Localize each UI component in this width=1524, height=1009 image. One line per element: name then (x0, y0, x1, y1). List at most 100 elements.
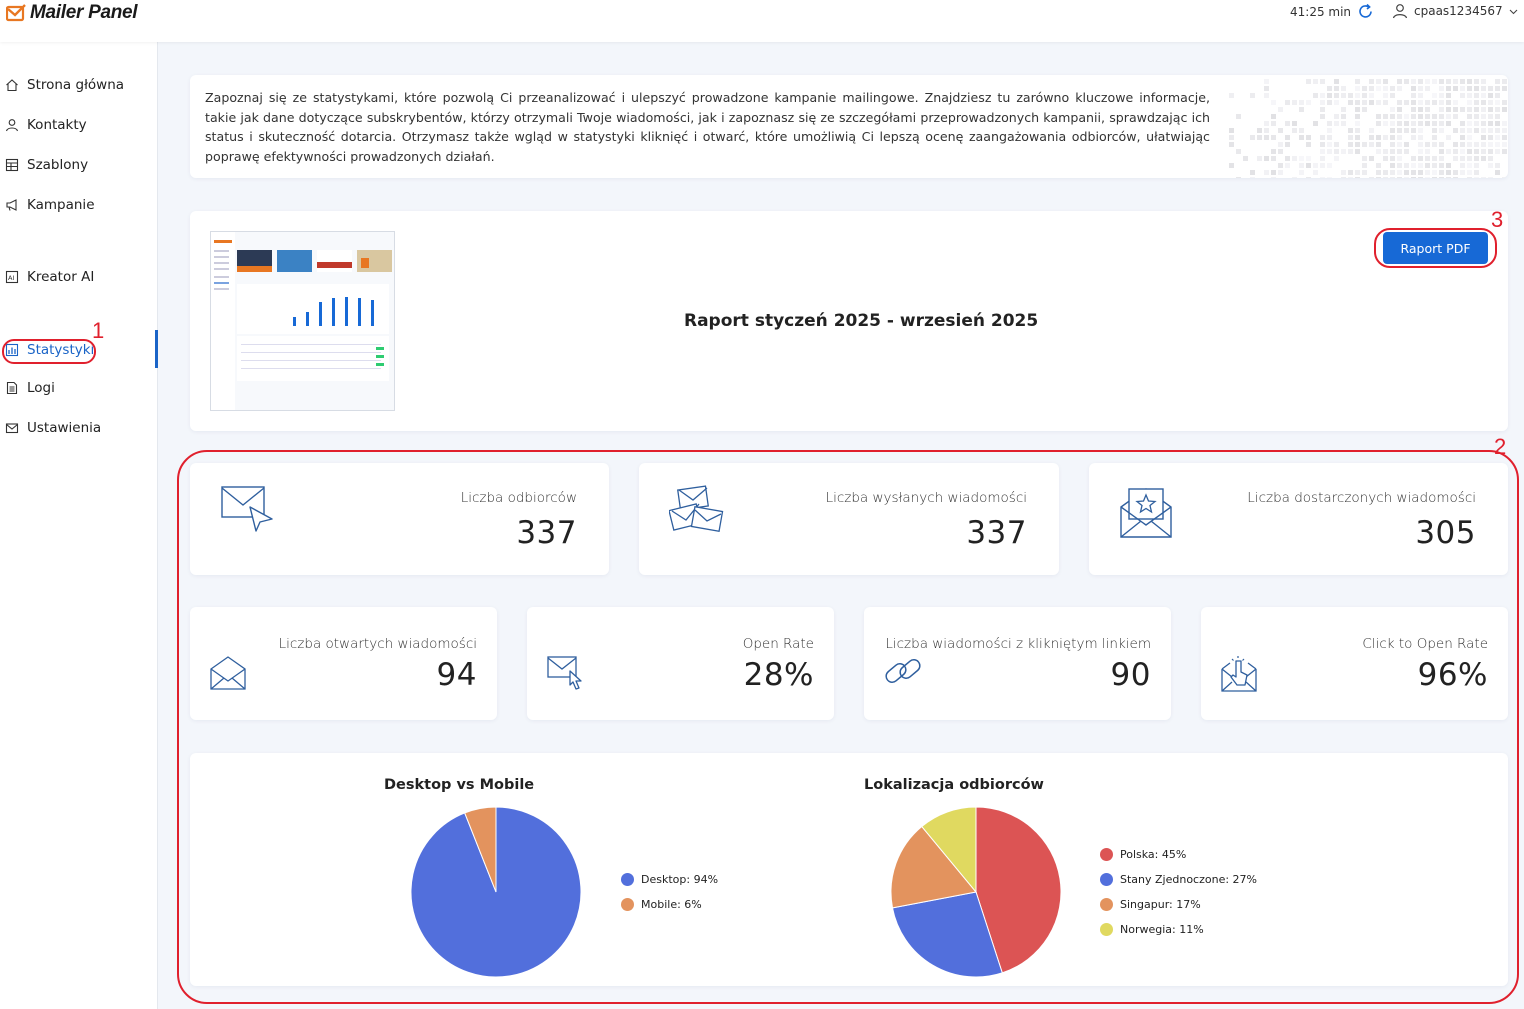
user-icon (5, 119, 19, 132)
pattern-dot (1327, 163, 1332, 168)
pattern-dot (1446, 177, 1451, 178)
sidebar-item-home[interactable]: Strona główna (5, 77, 124, 93)
pattern-dot (1446, 100, 1451, 105)
pattern-dot (1467, 93, 1472, 98)
pattern-dot (1334, 79, 1339, 84)
pattern-dot (1404, 114, 1409, 119)
pattern-dot (1229, 163, 1234, 168)
pattern-dot (1341, 114, 1346, 119)
pattern-dot (1285, 163, 1290, 168)
pattern-dot (1460, 163, 1465, 168)
sidebar-item-campaigns[interactable]: Kampanie (5, 197, 95, 213)
pie-slice-mobile[interactable] (464, 807, 497, 893)
pattern-dot (1383, 170, 1388, 175)
sidebar-item-settings[interactable]: Ustawienia (5, 420, 101, 436)
pattern-dot (1453, 142, 1458, 147)
pattern-dot (1362, 93, 1367, 98)
envelope-tap-icon (1221, 656, 1257, 692)
stat-card-opened: Liczba otwartych wiadomości 94 (190, 607, 497, 720)
mail-click-icon (547, 656, 582, 690)
pattern-dot (1355, 128, 1360, 133)
pattern-dot (1404, 142, 1409, 147)
pattern-dot (1488, 86, 1493, 91)
pattern-dot (1285, 121, 1290, 126)
pattern-dot (1495, 163, 1500, 168)
pattern-dot (1467, 163, 1472, 168)
pie-slice-norwegia[interactable] (921, 807, 977, 894)
pattern-dot (1446, 107, 1451, 112)
pattern-dot (1229, 142, 1234, 147)
pattern-dot (1397, 170, 1402, 175)
sidebar-item-label: Ustawienia (27, 420, 102, 436)
pattern-dot (1439, 177, 1444, 178)
pattern-dot (1474, 100, 1479, 105)
sidebar-item-label: Szablony (27, 157, 89, 173)
pattern-dot (1348, 93, 1353, 98)
stat-card-delivered: Liczba dostarczonych wiadomości 305 (1089, 463, 1508, 575)
pdf-report-button[interactable]: Raport PDF (1383, 232, 1488, 264)
stat-label: Click to Open Rate (1362, 636, 1488, 652)
refresh-icon[interactable] (1357, 3, 1374, 20)
pattern-dot (1481, 135, 1486, 140)
pattern-dot (1327, 177, 1332, 178)
pattern-dot (1390, 142, 1395, 147)
pattern-dot (1250, 135, 1255, 140)
sidebar-item-logs[interactable]: Logi (5, 380, 55, 396)
pattern-dot (1474, 93, 1479, 98)
brand-name: Mailer Panel (30, 2, 138, 23)
pattern-dot (1453, 177, 1458, 178)
report-thumbnail[interactable] (210, 231, 395, 411)
pattern-dot (1488, 121, 1493, 126)
pie-slice-polska[interactable] (975, 807, 1061, 974)
pattern-dot (1418, 156, 1423, 161)
annotation-number-3: 3 (1491, 207, 1504, 232)
pie-slice-stany-zjednoczone[interactable] (891, 891, 1003, 977)
pattern-dot (1495, 114, 1500, 119)
stat-value: 337 (516, 515, 577, 551)
pie-slice-singapur[interactable] (891, 825, 977, 909)
pattern-dot (1355, 170, 1360, 175)
locations-pie-chart[interactable] (891, 807, 1061, 977)
pattern-dot (1334, 114, 1339, 119)
pattern-dot (1355, 142, 1360, 147)
pattern-dot (1278, 128, 1283, 133)
sidebar-item-ai-creator[interactable]: AI Kreator AI (5, 269, 94, 285)
pattern-dot (1397, 107, 1402, 112)
pattern-dot (1362, 163, 1367, 168)
pattern-dot (1453, 149, 1458, 154)
pattern-dot (1306, 79, 1311, 84)
sidebar-item-templates[interactable]: Szablony (5, 157, 88, 173)
pattern-dot (1481, 114, 1486, 119)
pattern-dot (1369, 156, 1374, 161)
pattern-dot (1369, 128, 1374, 133)
brand-logo[interactable]: Mailer Panel (6, 2, 138, 24)
pattern-dot (1439, 114, 1444, 119)
pattern-dot (1439, 156, 1444, 161)
pattern-dot (1432, 128, 1437, 133)
pattern-dot (1313, 79, 1318, 84)
pattern-dot (1425, 156, 1430, 161)
pattern-dot (1453, 114, 1458, 119)
pattern-dot (1488, 142, 1493, 147)
pattern-dot (1502, 142, 1507, 147)
pattern-dot (1411, 128, 1416, 133)
pattern-dot (1299, 170, 1304, 175)
annotation-number-1: 1 (92, 318, 105, 343)
pattern-dot (1355, 135, 1360, 140)
annotation-oval-3 (1374, 228, 1497, 268)
pattern-dot (1334, 86, 1339, 91)
user-menu[interactable]: cpaas1234567 (1392, 3, 1518, 19)
sidebar-item-contacts[interactable]: Kontakty (5, 117, 87, 133)
devices-pie-chart[interactable] (411, 807, 581, 977)
legend-label: Singapur: 17% (1120, 898, 1201, 911)
legend-label: Norwegia: 11% (1120, 923, 1204, 936)
pattern-dot (1397, 156, 1402, 161)
pattern-dot (1257, 135, 1262, 140)
pattern-dot (1397, 114, 1402, 119)
pattern-dot (1278, 107, 1283, 112)
pattern-dot (1250, 93, 1255, 98)
pattern-dot (1376, 121, 1381, 126)
legend-swatch (1100, 873, 1113, 886)
pattern-dot (1481, 107, 1486, 112)
pattern-dot (1425, 149, 1430, 154)
